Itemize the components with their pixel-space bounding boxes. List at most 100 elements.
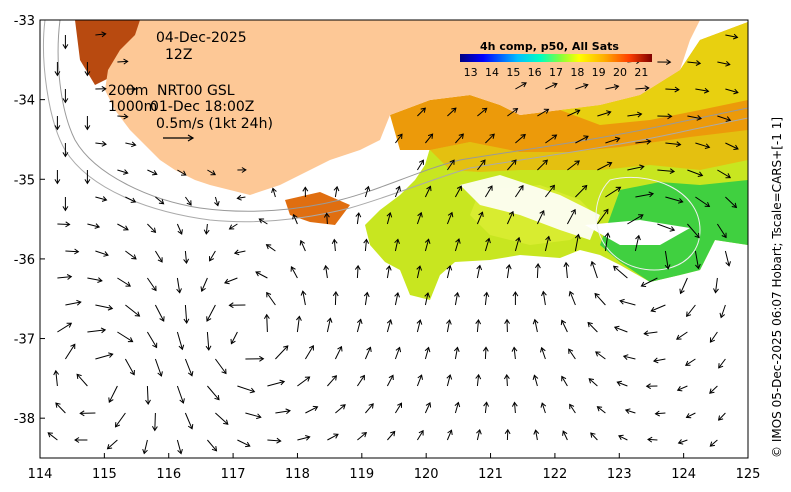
current-arrow-shaft (446, 212, 453, 225)
current-arrow-shaft (565, 262, 568, 279)
current-arrow-head (677, 198, 684, 204)
current-arrow-shaft (634, 235, 640, 252)
current-arrow-shaft (567, 160, 580, 171)
current-arrow-shaft (595, 351, 606, 360)
current-arrow-shaft (154, 304, 165, 322)
current-arrow-shaft (386, 375, 394, 387)
current-arrow-shaft (605, 186, 621, 198)
current-arrow-shaft (566, 209, 576, 225)
current-arrow-head (206, 316, 212, 322)
current-arrow-head (416, 265, 423, 271)
current-arrow-shaft (207, 385, 220, 401)
current-arrow-head (446, 264, 453, 271)
current-arrow-head (685, 360, 691, 366)
current-arrow-shaft (590, 432, 598, 441)
current-arrow-head (664, 264, 671, 270)
current-arrow-head (131, 86, 137, 92)
current-arrow-head (704, 143, 711, 149)
current-arrow-shaft (124, 358, 135, 375)
current-arrow-head (97, 277, 103, 283)
current-arrow-shaft (725, 88, 739, 94)
current-arrow-head (478, 211, 484, 217)
current-arrow-shaft (535, 430, 538, 441)
current-arrow-head (101, 31, 107, 38)
current-arrow-shaft (686, 412, 696, 418)
current-arrow-shaft (154, 358, 162, 377)
current-arrow-head (613, 325, 620, 332)
current-arrow-shaft (416, 430, 424, 441)
current-arrow-shaft (107, 439, 118, 450)
current-arrow-head (386, 211, 393, 218)
current-arrow-shaft (536, 210, 545, 225)
current-arrow-shaft (635, 193, 654, 198)
current-arrow-head (574, 160, 580, 166)
current-arrow-head (299, 239, 305, 246)
current-arrow-shaft (657, 169, 675, 172)
current-arrow-shaft (594, 293, 606, 306)
current-arrow-shaft (678, 439, 688, 444)
current-arrow-head (263, 313, 270, 320)
current-arrow-shaft (665, 88, 679, 91)
current-arrow-head (645, 383, 651, 390)
model-label: NRT00 GSL (157, 83, 235, 99)
current-arrow-head (669, 168, 676, 175)
x-tick-label: 114 (28, 467, 53, 482)
sst-patch-orange-west (285, 192, 350, 225)
current-arrow-shaft (484, 402, 488, 414)
current-arrow-shaft (533, 375, 538, 387)
current-arrow-head (142, 448, 148, 455)
current-arrow-head (158, 199, 165, 205)
current-arrow-head (424, 292, 431, 298)
current-arrow-head (504, 318, 511, 325)
current-arrow-head (679, 288, 685, 295)
current-arrow-shaft (57, 322, 72, 333)
current-arrow-head (717, 415, 724, 421)
current-arrow-head (123, 113, 129, 120)
current-arrow-shaft (446, 374, 451, 387)
current-arrow-shaft (644, 331, 658, 335)
current-arrow-head (622, 354, 629, 360)
current-arrow-head (483, 401, 490, 407)
current-arrow-head (209, 256, 215, 262)
current-arrow-shaft (724, 250, 730, 266)
current-arrow-head (84, 71, 91, 77)
current-arrow-head (397, 402, 402, 408)
current-arrow-head (397, 133, 403, 139)
current-arrow-head (685, 413, 692, 419)
current-arrow-head (418, 159, 424, 165)
current-arrow-head (731, 202, 738, 209)
current-arrow-shaft (95, 142, 107, 145)
current-arrow-shaft (623, 355, 636, 360)
current-arrow-head (276, 437, 282, 444)
current-arrow-head (725, 173, 732, 179)
current-arrow-shaft (275, 410, 291, 414)
current-arrow-shaft (176, 331, 183, 350)
current-arrow-shaft (536, 263, 539, 279)
current-arrow-shaft (364, 292, 368, 306)
current-arrow-shaft (207, 169, 216, 176)
current-arrow-head (543, 108, 550, 114)
current-arrow-shaft (205, 223, 208, 234)
current-arrow-head (152, 342, 158, 349)
current-arrow-head (636, 111, 643, 118)
current-arrow-head (725, 116, 732, 122)
current-arrow-head (258, 218, 265, 224)
current-arrow-head (245, 441, 251, 448)
current-arrow-shaft (446, 320, 451, 333)
current-arrow-head (551, 134, 558, 140)
current-arrow-head (101, 140, 107, 147)
current-arrow-head (236, 194, 242, 201)
current-arrow-shaft (206, 331, 210, 350)
current-arrow-head (214, 200, 220, 207)
current-arrow-head (312, 405, 319, 412)
current-arrow-shaft (394, 292, 399, 306)
current-arrow-head (323, 264, 330, 271)
current-arrow-shaft (515, 82, 527, 90)
x-tick-label: 117 (221, 467, 246, 482)
current-arrow-shaft (416, 374, 423, 387)
current-arrow-shaft (234, 250, 246, 254)
current-arrow-head (326, 317, 333, 323)
current-arrow-shaft (680, 277, 688, 294)
current-arrow-shaft (184, 304, 188, 324)
